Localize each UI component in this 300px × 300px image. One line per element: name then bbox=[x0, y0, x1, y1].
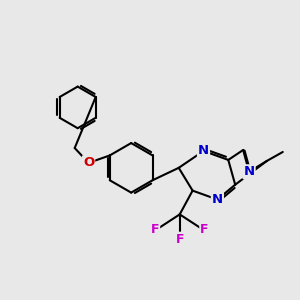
Text: F: F bbox=[151, 223, 159, 236]
Text: N: N bbox=[244, 165, 255, 178]
Text: F: F bbox=[176, 233, 184, 246]
Text: N: N bbox=[198, 145, 209, 158]
Text: N: N bbox=[212, 193, 223, 206]
Text: F: F bbox=[200, 223, 209, 236]
Text: O: O bbox=[83, 156, 94, 170]
